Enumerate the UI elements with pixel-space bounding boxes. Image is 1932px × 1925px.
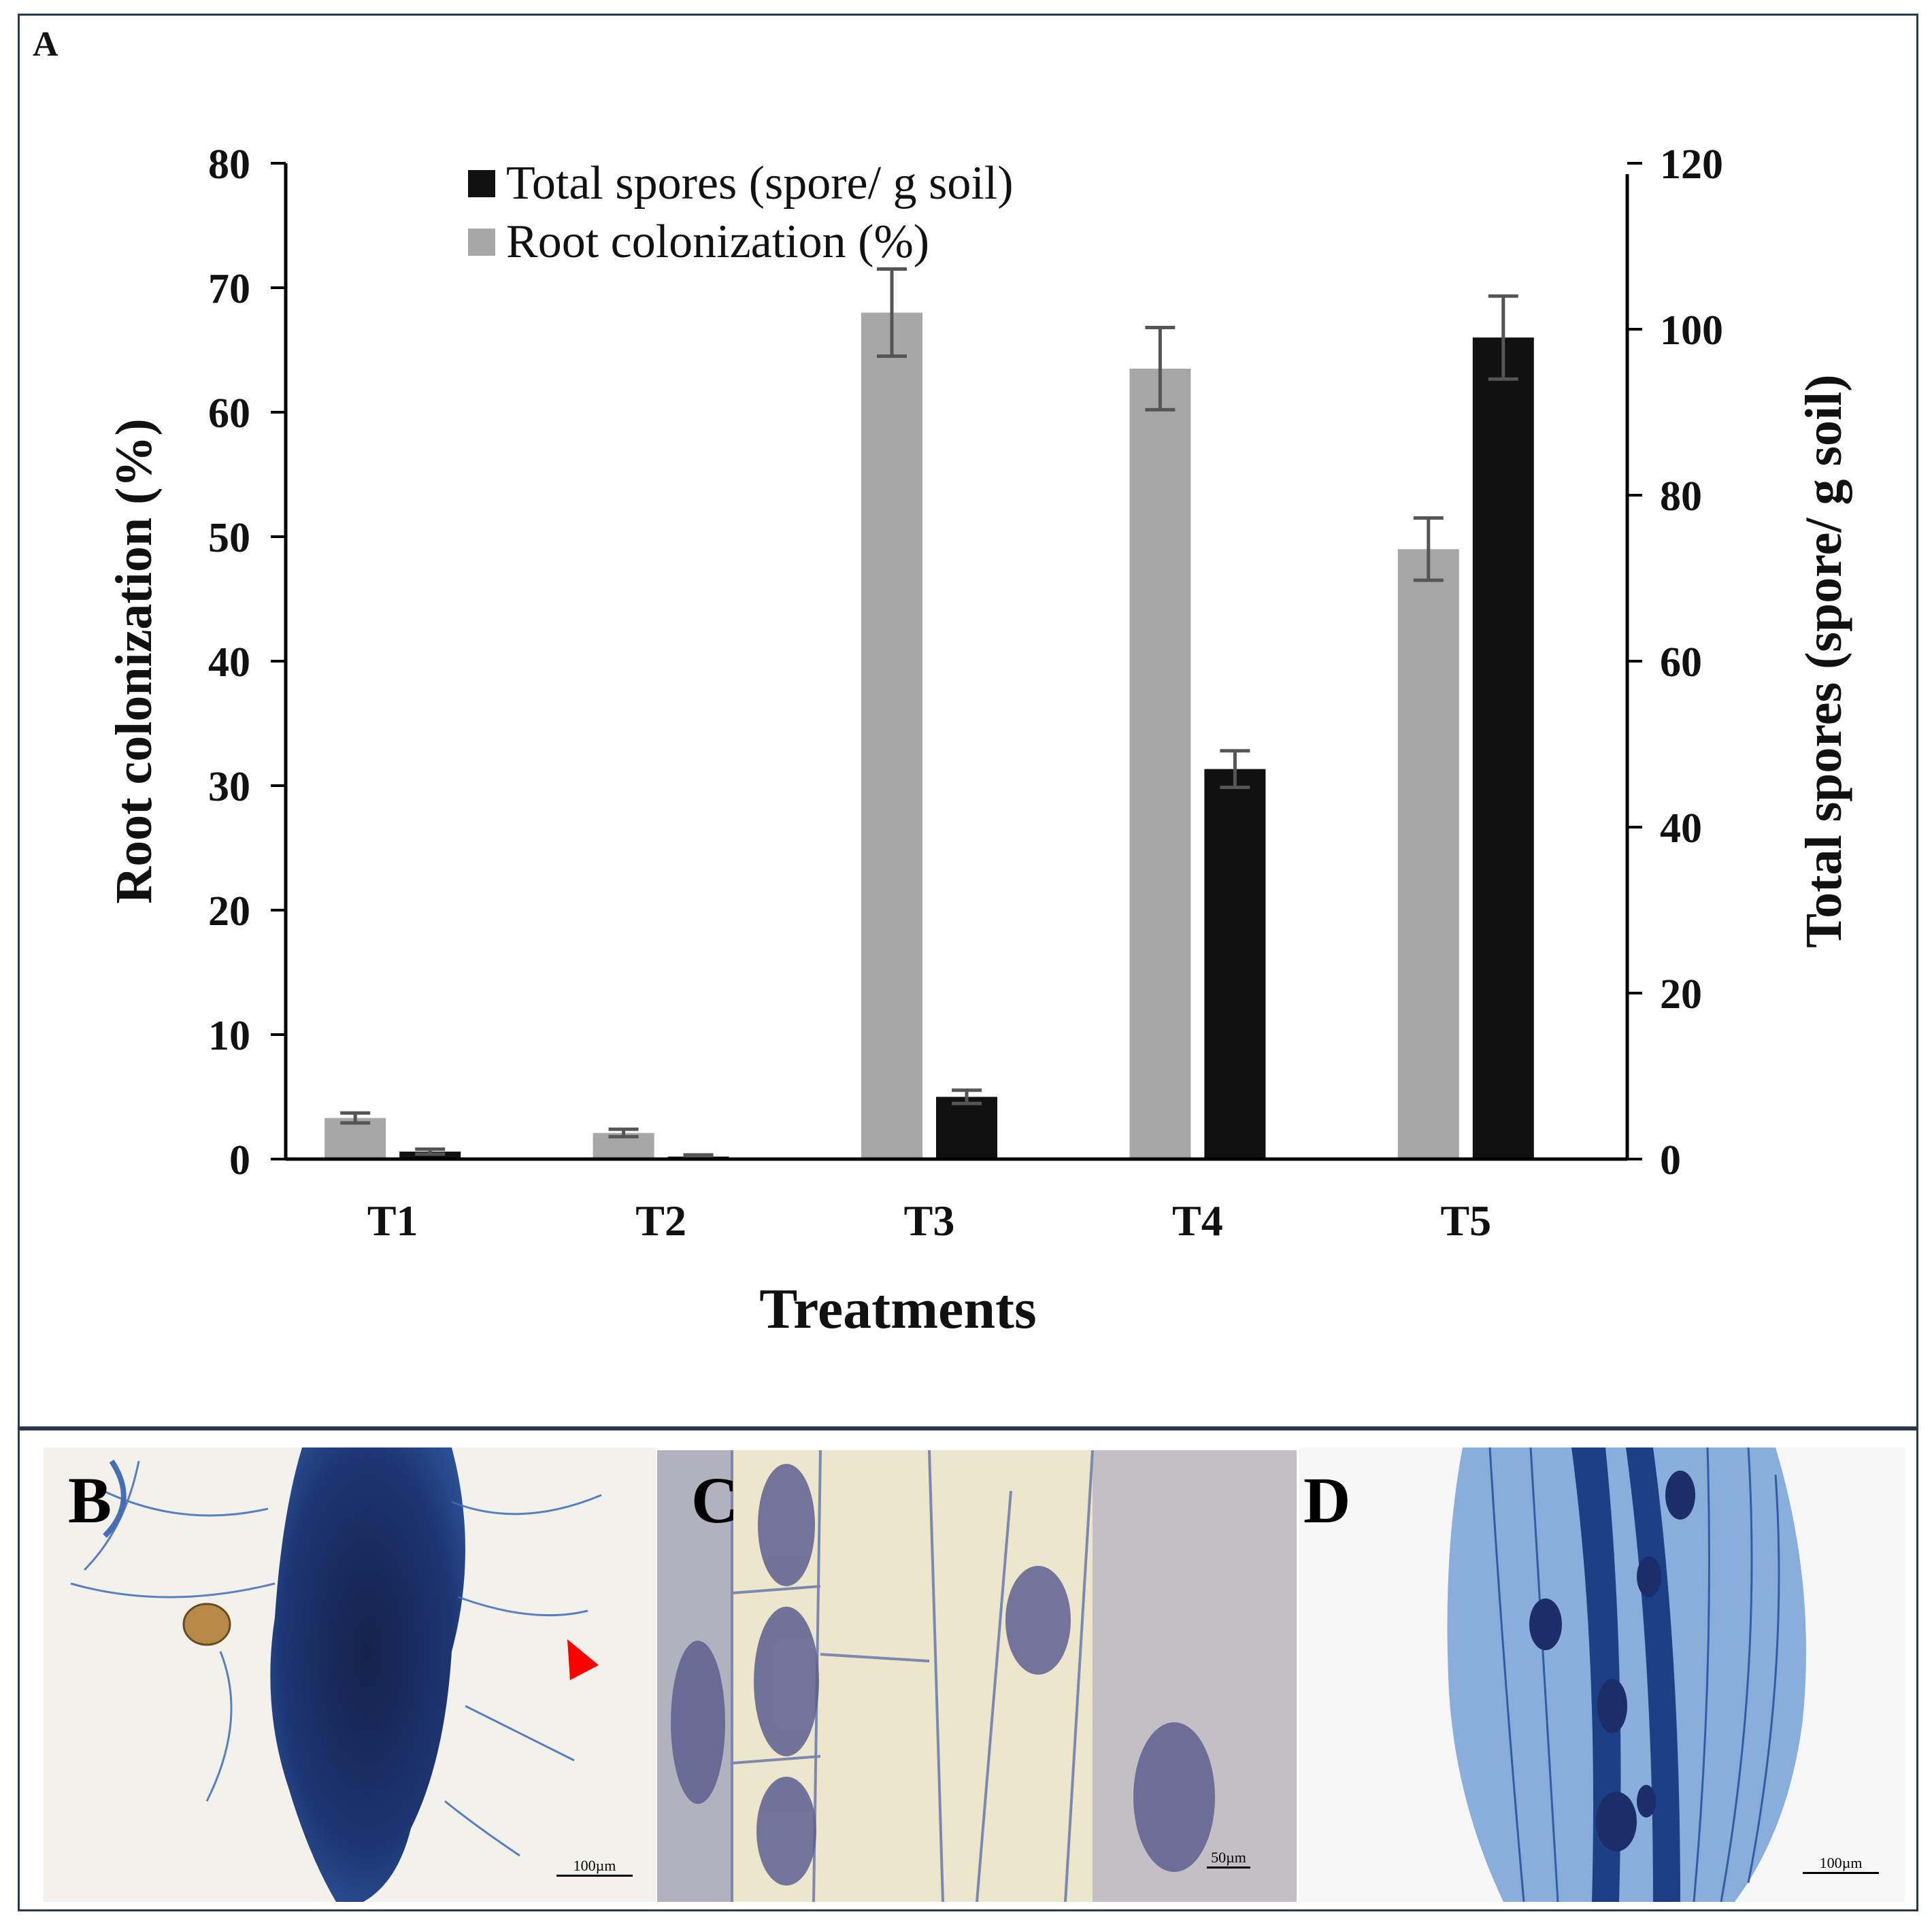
micrograph-c: [657, 1450, 1297, 1902]
y-axis-title-right: Total spores (spore/ g soil): [1795, 374, 1852, 948]
panel-a-frame: [18, 14, 1918, 1428]
bar: [1472, 337, 1534, 1160]
y-tick-label-left: 50: [208, 515, 250, 561]
scale-bar-b: 100µm: [556, 1858, 633, 1879]
scale-bar-d: 100µm: [1803, 1856, 1879, 1876]
micrograph-d: [1299, 1447, 1905, 1902]
legend-swatch: [468, 229, 495, 256]
x-axis-title: Treatments: [759, 1277, 1036, 1341]
y-tick-label-right: 80: [1660, 473, 1702, 520]
micrograph-b: [44, 1447, 656, 1902]
y-tick-label-right: 20: [1660, 971, 1702, 1018]
panel-label-d: D: [1303, 1464, 1351, 1537]
x-tick-label: T2: [635, 1196, 686, 1245]
y-axis-title-left: Root colonization (%): [105, 418, 163, 903]
y-tick-label-right: 0: [1660, 1137, 1681, 1184]
y-tick-label-right: 100: [1660, 307, 1723, 354]
y-tick-label-left: 0: [229, 1137, 250, 1184]
scale-bar-c-label: 50µm: [1211, 1849, 1246, 1866]
legend-label: Total spores (spore/ g soil): [506, 157, 1014, 210]
bar: [1129, 368, 1191, 1160]
panel-label-b: B: [68, 1464, 112, 1537]
bar-chart: 0 10 20 30 40 50 60 70 80 0 20 40 60 80 100 120 T1 T2 T3 T4…: [105, 141, 1852, 1341]
y-tick-label-left: 20: [208, 888, 250, 935]
bar: [324, 1118, 386, 1159]
panel-label-a: A: [33, 25, 59, 64]
bar: [936, 1097, 997, 1159]
y-tick-label-left: 80: [208, 141, 250, 188]
legend-label: Root colonization (%): [506, 216, 929, 268]
y-tick-label-right: 120: [1660, 141, 1723, 188]
panel-label-c: C: [691, 1464, 739, 1537]
x-tick-label: T1: [367, 1196, 418, 1245]
x-tick-label: T3: [904, 1196, 955, 1245]
y-tick-label-left: 40: [208, 639, 250, 686]
y-tick-label-right: 40: [1660, 805, 1702, 852]
scale-bar-d-label: 100µm: [1819, 1854, 1863, 1871]
scale-bar-b-label: 100µm: [573, 1857, 616, 1874]
y-tick-label-left: 10: [208, 1013, 250, 1059]
bar: [1204, 769, 1266, 1159]
x-tick-label: T5: [1440, 1196, 1491, 1245]
y-tick-label-left: 60: [208, 390, 250, 437]
x-tick-label: T4: [1172, 1196, 1223, 1245]
scale-bar-c: 50µm: [1207, 1850, 1250, 1871]
legend-swatch: [468, 170, 495, 197]
y-tick-label-right: 60: [1660, 639, 1702, 686]
bar: [861, 312, 922, 1160]
y-tick-label-left: 30: [208, 764, 250, 810]
bar: [1397, 549, 1459, 1159]
y-tick-label-left: 70: [208, 266, 250, 312]
